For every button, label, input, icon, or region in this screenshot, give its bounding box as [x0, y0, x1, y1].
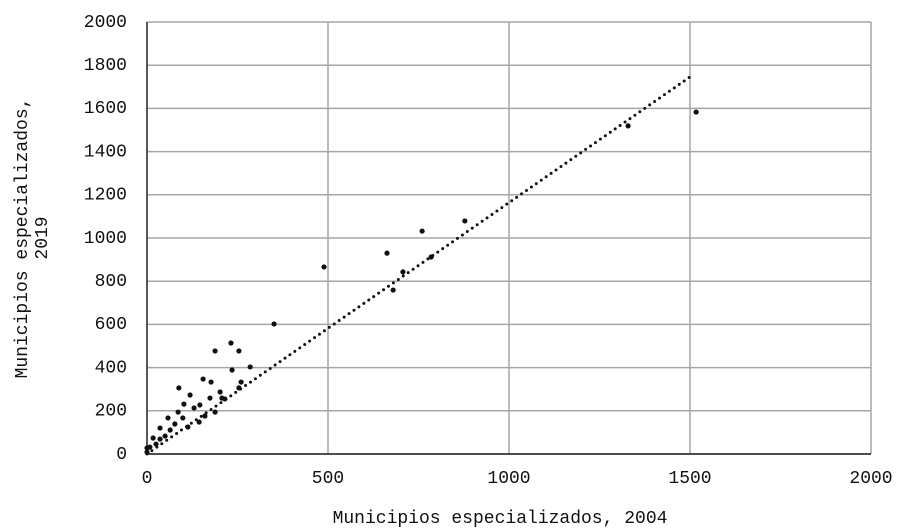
y-axis-title: Municipios especializados, 2019 — [13, 98, 53, 379]
point — [228, 340, 234, 346]
point — [172, 421, 178, 427]
point — [400, 269, 406, 275]
point — [384, 250, 390, 256]
x-axis-title: Municipios especializados, 2004 — [333, 509, 668, 529]
point — [187, 392, 193, 398]
point — [196, 419, 202, 425]
y-axis-title-line: Municipios especializados, — [13, 98, 33, 379]
point — [428, 254, 434, 260]
x-tick-label: 500 — [312, 469, 344, 489]
point — [144, 445, 150, 451]
y-axis-title-line: 2019 — [33, 216, 53, 259]
point — [222, 396, 228, 402]
x-tick-label: 1500 — [668, 469, 711, 489]
point — [208, 379, 214, 385]
point — [157, 425, 163, 431]
y-tick-label: 1600 — [84, 99, 127, 119]
point — [321, 264, 327, 270]
y-tick-label: 1200 — [84, 186, 127, 206]
x-tick-label: 2000 — [849, 469, 892, 489]
point — [212, 348, 218, 354]
point — [271, 321, 277, 327]
y-tick-label: 600 — [95, 315, 127, 335]
x-tick-label: 1000 — [487, 469, 530, 489]
point — [191, 405, 197, 411]
y-tick-label: 800 — [95, 272, 127, 292]
point — [150, 435, 156, 441]
point — [229, 367, 235, 373]
point — [238, 379, 244, 385]
point — [180, 415, 186, 421]
trend-line — [145, 73, 695, 456]
point — [197, 402, 203, 408]
y-tick-label: 1800 — [84, 56, 127, 76]
point — [185, 424, 191, 430]
point — [217, 389, 223, 395]
point — [144, 449, 150, 455]
y-tick-label: 0 — [116, 445, 127, 465]
point — [202, 413, 208, 419]
point — [162, 433, 168, 439]
point — [236, 385, 242, 391]
point — [175, 409, 181, 415]
point — [212, 409, 218, 415]
y-tick-label: 1400 — [84, 142, 127, 162]
point — [157, 436, 163, 442]
point — [247, 364, 253, 370]
point — [200, 376, 206, 382]
point — [153, 441, 159, 447]
point — [181, 401, 187, 407]
point — [419, 228, 425, 234]
y-tick-label: 1000 — [84, 229, 127, 249]
y-tick-label: 2000 — [84, 13, 127, 33]
y-tick-label: 200 — [95, 402, 127, 422]
point — [462, 218, 468, 224]
point — [176, 385, 182, 391]
x-tick-label: 0 — [142, 469, 153, 489]
point — [390, 287, 396, 293]
point — [167, 427, 173, 433]
point — [236, 348, 242, 354]
point — [207, 395, 213, 401]
point — [165, 415, 171, 421]
y-tick-label: 400 — [95, 358, 127, 378]
point — [625, 123, 631, 129]
point — [693, 109, 699, 115]
